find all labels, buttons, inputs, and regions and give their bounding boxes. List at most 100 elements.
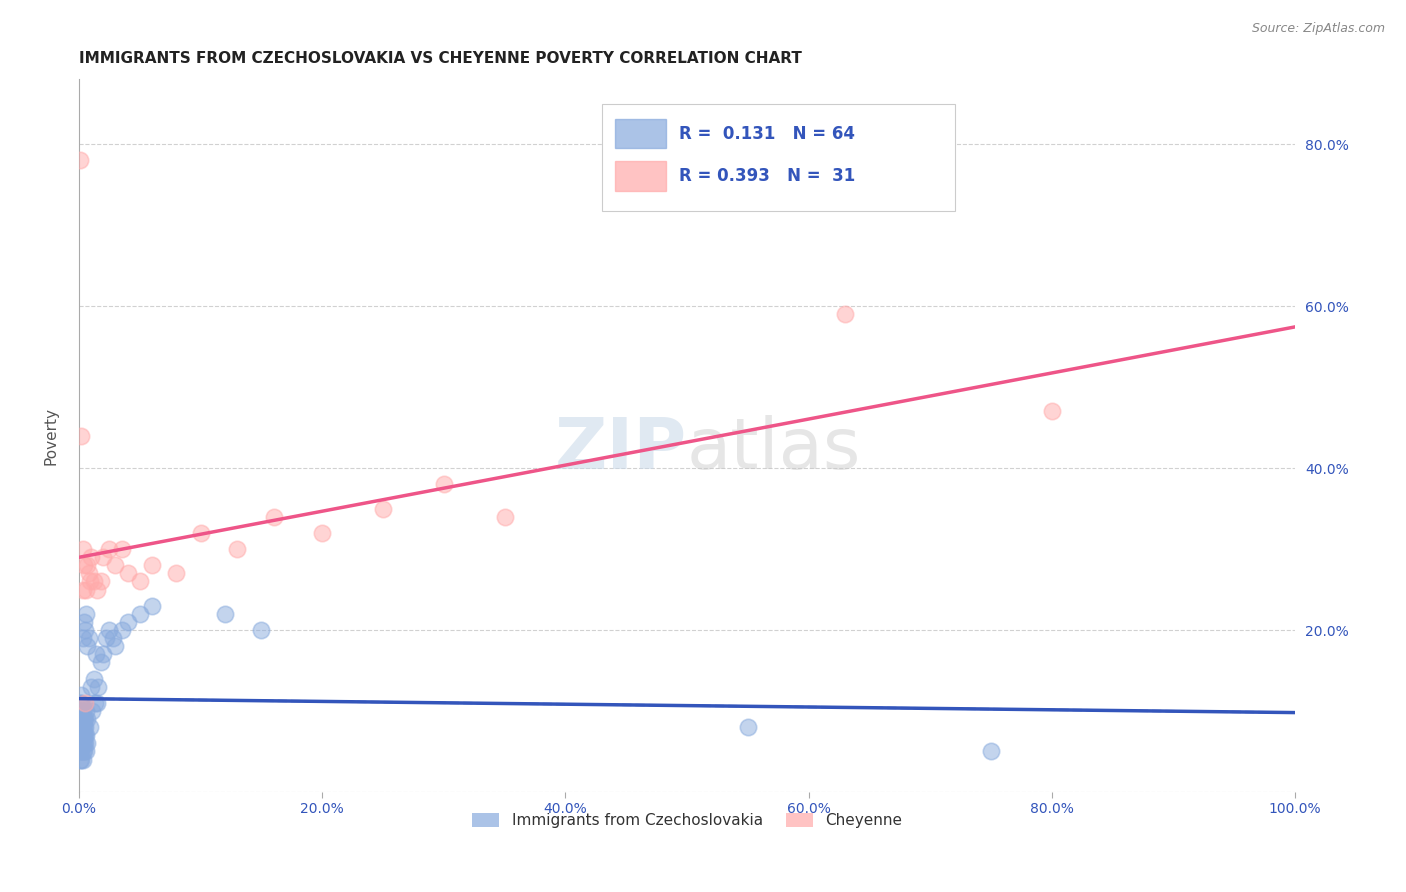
- Point: [69, 728, 91, 742]
- Point: [72, 541, 94, 556]
- Point: [90, 656, 112, 670]
- Point: [77, 631, 100, 645]
- Text: ZIP: ZIP: [555, 416, 688, 484]
- Point: [75, 607, 97, 621]
- Point: [69, 704, 91, 718]
- Text: IMMIGRANTS FROM CZECHOSLOVAKIA VS CHEYENNE POVERTY CORRELATION CHART: IMMIGRANTS FROM CZECHOSLOVAKIA VS CHEYEN…: [79, 51, 801, 66]
- Point: [75, 582, 97, 597]
- Point: [87, 680, 110, 694]
- Point: [72, 582, 94, 597]
- Point: [72, 744, 94, 758]
- Text: Source: ZipAtlas.com: Source: ZipAtlas.com: [1251, 22, 1385, 36]
- Point: [141, 558, 163, 573]
- Point: [75, 704, 97, 718]
- Point: [226, 541, 249, 556]
- Point: [69, 696, 91, 710]
- Point: [433, 477, 456, 491]
- Point: [98, 623, 121, 637]
- Point: [80, 680, 103, 694]
- Point: [117, 615, 139, 629]
- Point: [83, 696, 105, 710]
- Point: [73, 728, 96, 742]
- Point: [69, 712, 91, 726]
- Point: [69, 720, 91, 734]
- Point: [1040, 404, 1063, 418]
- Point: [79, 720, 101, 734]
- Point: [104, 558, 127, 573]
- Point: [737, 720, 759, 734]
- Point: [73, 696, 96, 710]
- Point: [79, 574, 101, 589]
- Y-axis label: Poverty: Poverty: [44, 407, 58, 465]
- Point: [72, 712, 94, 726]
- Point: [91, 648, 114, 662]
- Point: [76, 712, 98, 726]
- Point: [70, 720, 93, 734]
- Point: [104, 639, 127, 653]
- Point: [980, 744, 1002, 758]
- Point: [90, 574, 112, 589]
- Point: [73, 728, 96, 742]
- Point: [70, 736, 93, 750]
- Point: [83, 672, 105, 686]
- Point: [98, 541, 121, 556]
- FancyBboxPatch shape: [616, 119, 666, 148]
- Point: [70, 696, 93, 710]
- FancyBboxPatch shape: [616, 161, 666, 191]
- Point: [73, 712, 96, 726]
- Point: [70, 704, 93, 718]
- Point: [73, 744, 96, 758]
- Point: [72, 753, 94, 767]
- Point: [84, 648, 107, 662]
- Point: [110, 623, 132, 637]
- Point: [86, 582, 108, 597]
- Text: R = 0.393   N =  31: R = 0.393 N = 31: [679, 168, 855, 186]
- Point: [76, 558, 98, 573]
- Point: [494, 509, 516, 524]
- Point: [214, 607, 236, 621]
- Point: [77, 566, 100, 581]
- Point: [72, 704, 94, 718]
- Point: [128, 607, 150, 621]
- Point: [73, 736, 96, 750]
- Point: [72, 631, 94, 645]
- Point: [72, 736, 94, 750]
- Point: [86, 696, 108, 710]
- Point: [70, 744, 93, 758]
- Point: [75, 728, 97, 742]
- Point: [263, 509, 285, 524]
- Point: [73, 615, 96, 629]
- Point: [70, 728, 93, 742]
- Point: [69, 744, 91, 758]
- Point: [101, 631, 124, 645]
- Point: [73, 558, 96, 573]
- Point: [73, 712, 96, 726]
- Point: [73, 623, 96, 637]
- Point: [80, 550, 103, 565]
- Point: [834, 307, 856, 321]
- Point: [76, 639, 98, 653]
- Point: [69, 153, 91, 168]
- Point: [75, 744, 97, 758]
- Point: [117, 566, 139, 581]
- Point: [128, 574, 150, 589]
- Point: [72, 720, 94, 734]
- Legend: Immigrants from Czechoslovakia, Cheyenne: Immigrants from Czechoslovakia, Cheyenne: [465, 806, 908, 834]
- Text: R =  0.131   N = 64: R = 0.131 N = 64: [679, 125, 855, 143]
- Point: [311, 525, 333, 540]
- Point: [70, 428, 93, 442]
- Point: [73, 720, 96, 734]
- Point: [76, 736, 98, 750]
- Text: atlas: atlas: [688, 416, 862, 484]
- Point: [83, 574, 105, 589]
- Point: [165, 566, 187, 581]
- Point: [110, 541, 132, 556]
- Point: [82, 704, 104, 718]
- Point: [70, 688, 93, 702]
- Point: [190, 525, 212, 540]
- Point: [72, 728, 94, 742]
- Point: [94, 631, 117, 645]
- Point: [250, 623, 273, 637]
- Point: [371, 501, 394, 516]
- Point: [91, 550, 114, 565]
